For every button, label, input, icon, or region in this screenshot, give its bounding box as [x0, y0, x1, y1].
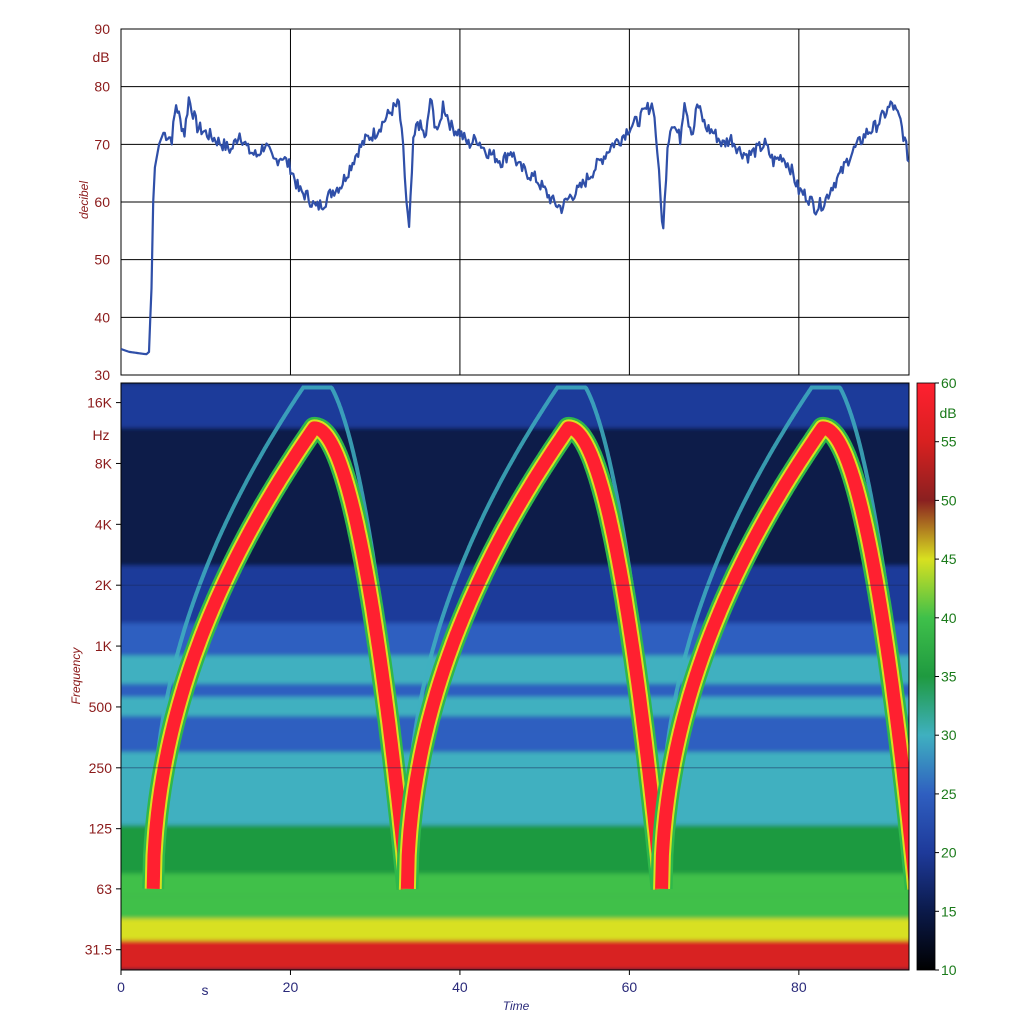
- spectrogram-band: [121, 751, 909, 826]
- time-tick-label: 0: [117, 979, 125, 995]
- level-y-tick-label: 50: [94, 252, 110, 268]
- level-y-tick-label: 90: [94, 21, 110, 37]
- level-chart: 30 40 50 60 70 80 90 dB decibel: [77, 21, 910, 383]
- spectrogram-band: [121, 731, 909, 752]
- sweep-tone: [146, 421, 414, 890]
- level-y-ticks: 30 40 50 60 70 80 90: [94, 21, 110, 383]
- frequency-tick-label: 8K: [95, 455, 113, 471]
- sweep-harmonic: [405, 385, 664, 833]
- level-y-unit: dB: [92, 49, 109, 65]
- frequency-tick-label: 500: [89, 699, 113, 715]
- level-y-tick-label: 60: [94, 194, 110, 210]
- spectrogram-band: [121, 565, 909, 624]
- colorbar-tick-label: 55: [941, 434, 957, 450]
- spectrogram-band: [121, 940, 909, 970]
- colorbar-unit: dB: [939, 405, 956, 421]
- colorbar: 10 15 20 25 30 35 40 45 50 55 60 dB: [916, 375, 957, 978]
- time-tick-label: 20: [283, 979, 299, 995]
- frequency-tick-label: 63: [96, 881, 112, 897]
- level-y-tick-label: 70: [94, 136, 110, 152]
- colorbar-tick-label: 40: [941, 610, 957, 626]
- sweep-harmonic: [659, 385, 909, 833]
- spectrogram-band: [121, 655, 909, 684]
- level-grid: [121, 29, 909, 375]
- time-tick-label: 60: [622, 979, 638, 995]
- spectrogram-band: [121, 716, 909, 732]
- frequency-axis-label: Frequency: [69, 647, 83, 705]
- frequency-unit: Hz: [92, 427, 109, 443]
- sweep-tone: [400, 421, 669, 890]
- spectrogram-frame: [120, 382, 910, 971]
- level-y-axis-label: decibel: [77, 181, 91, 219]
- colorbar-tick-label: 50: [941, 492, 957, 508]
- colorbar-tick-label: 35: [941, 669, 957, 685]
- spectrogram-band: [121, 623, 909, 656]
- spectrogram-band: [121, 383, 909, 428]
- time-ticks: 0 20 40 60 80: [117, 970, 807, 995]
- colorbar-ticks: 10 15 20 25 30 35 40 45 50 55 60: [935, 375, 957, 978]
- time-unit: s: [202, 982, 209, 998]
- frequency-tick-label: 125: [89, 821, 113, 837]
- level-y-tick-label: 30: [94, 367, 110, 383]
- frequency-tick-label: 4K: [95, 516, 113, 532]
- spectrogram-band: [121, 896, 909, 919]
- colorbar-tick-label: 60: [941, 375, 957, 391]
- spectrogram-band: [121, 696, 909, 717]
- spectrogram-band: [121, 825, 909, 874]
- level-y-tick-label: 40: [94, 309, 110, 325]
- spectrogram-sweeps: [142, 385, 909, 892]
- colorbar-tick-label: 10: [941, 962, 957, 978]
- frequency-tick-label: 31.5: [85, 942, 112, 958]
- frequency-tick-label: 1K: [95, 638, 113, 654]
- colorbar-tick-label: 20: [941, 845, 957, 861]
- sweep-tone: [655, 421, 909, 889]
- colorbar-tick-label: 15: [941, 903, 957, 919]
- time-tick-label: 80: [791, 979, 807, 995]
- frequency-tick-label: 16K: [87, 395, 113, 411]
- time-tick-label: 40: [452, 979, 468, 995]
- level-y-tick-label: 80: [94, 79, 110, 95]
- spectrogram-grid: [121, 584, 909, 769]
- frequency-ticks: 31.5 63 125 250 500 1K 2K 4K 8K 16K: [85, 395, 121, 958]
- spectrogram-band: [121, 873, 909, 897]
- frequency-tick-label: 2K: [95, 577, 113, 593]
- frequency-tick-label: 250: [89, 760, 113, 776]
- colorbar-tick-label: 25: [941, 786, 957, 802]
- colorbar-tick-label: 45: [941, 551, 957, 567]
- spectrogram-band: [121, 683, 909, 697]
- colorbar-tick-label: 30: [941, 727, 957, 743]
- spectrogram-band: [121, 918, 909, 941]
- level-series-line: [121, 96, 909, 356]
- colorbar-gradient: [916, 382, 936, 971]
- time-axis-label: Time: [503, 999, 530, 1013]
- sweep-harmonic: [151, 385, 410, 833]
